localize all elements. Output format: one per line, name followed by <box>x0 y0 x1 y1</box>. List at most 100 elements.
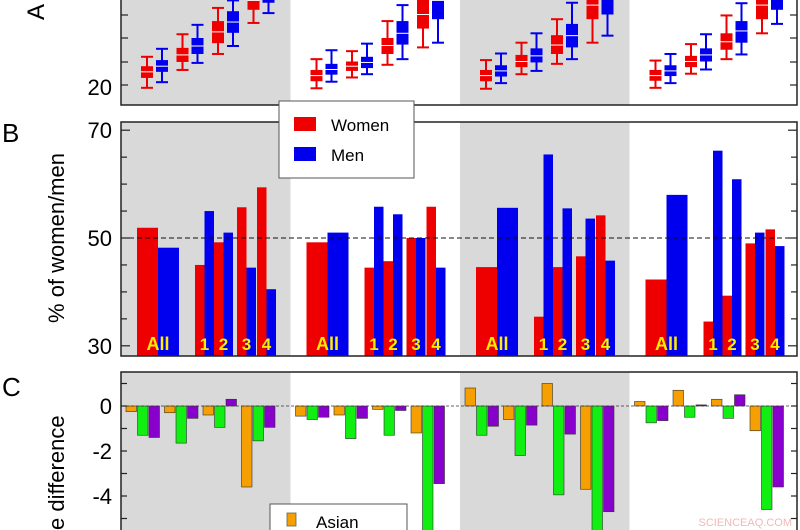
bar-men <box>562 208 572 356</box>
bar-asian <box>634 401 646 407</box>
bar-purple <box>264 405 276 428</box>
bar-asian <box>410 405 422 434</box>
category-label: 1 <box>539 335 548 354</box>
bar-asian <box>333 405 345 416</box>
legend-asian-swatch <box>286 512 297 527</box>
category-label: 2 <box>558 335 567 354</box>
category-label: 1 <box>708 335 717 354</box>
bar-asian <box>711 398 723 407</box>
legend-asian-label: Asian <box>316 513 359 530</box>
legend-c: Asian <box>269 503 408 530</box>
bar-purple <box>487 405 499 427</box>
bar-women <box>237 207 247 356</box>
category-label: 1 <box>369 335 378 354</box>
bar-women <box>765 229 775 356</box>
bar-men <box>436 267 446 356</box>
bar-women <box>195 264 205 356</box>
bar-green <box>761 405 773 510</box>
bar-green <box>214 405 226 428</box>
bar-men <box>543 154 553 356</box>
category-label: 2 <box>727 335 736 354</box>
bar-green <box>591 405 603 530</box>
bar-women <box>364 267 374 356</box>
bar-asian <box>580 405 592 490</box>
bar-men <box>393 214 403 356</box>
bar-purple <box>318 405 330 418</box>
category-label: All <box>655 334 678 354</box>
box-men <box>262 0 275 3</box>
category-label: 4 <box>431 335 441 354</box>
bar-green <box>345 405 357 439</box>
bar-purple <box>225 398 237 407</box>
bar-women <box>306 242 328 356</box>
panel-c-letter: C <box>2 372 21 402</box>
bar-men <box>223 232 233 356</box>
bar-men <box>204 211 214 356</box>
bar-purple <box>603 405 615 513</box>
category-label: 4 <box>601 335 611 354</box>
category-label: 2 <box>388 335 397 354</box>
bar-asian <box>503 405 515 420</box>
legend-women-label: Women <box>331 116 389 135</box>
bar-purple <box>564 405 576 435</box>
bar-women <box>703 321 713 356</box>
bar-purple <box>734 394 746 407</box>
bar-men <box>585 218 595 356</box>
category-label: 1 <box>200 335 209 354</box>
bar-green <box>137 405 149 436</box>
panel-b-letter: B <box>2 118 19 148</box>
bar-men <box>266 289 276 356</box>
legend-men-swatch <box>294 147 316 161</box>
bar-purple <box>772 405 784 488</box>
bar-asian <box>202 405 214 416</box>
y-tick-label: 0 <box>100 394 112 419</box>
category-label: 3 <box>581 335 590 354</box>
shaded-group-bg <box>460 0 630 105</box>
category-label: 4 <box>262 335 272 354</box>
bar-women <box>576 256 586 356</box>
category-label: 3 <box>750 335 759 354</box>
bar-women <box>476 267 497 356</box>
box-men <box>601 0 614 15</box>
y-tick-label: -2 <box>92 439 112 464</box>
box-men <box>771 0 783 10</box>
bar-purple <box>657 405 669 421</box>
box-women <box>756 0 768 20</box>
legend-men-label: Men <box>331 146 364 165</box>
category-label: 3 <box>242 335 251 354</box>
bar-men <box>666 194 688 356</box>
box-men <box>735 21 748 43</box>
box-men <box>432 0 444 20</box>
bar-asian <box>241 405 253 488</box>
category-label: All <box>485 334 508 354</box>
bar-asian <box>464 387 476 407</box>
bar-asian <box>164 405 176 414</box>
bar-purple <box>356 405 368 419</box>
box-women <box>247 0 260 10</box>
watermark: SCIENCEAQ.COM <box>698 517 792 529</box>
category-label: 2 <box>219 335 228 354</box>
bar-green <box>722 405 734 419</box>
bar-purple <box>433 405 445 484</box>
bar-purple <box>187 405 199 419</box>
bar-women <box>596 215 606 356</box>
legend-b: Women Men <box>278 100 415 179</box>
panel-c-ylabel: e difference <box>44 415 69 530</box>
panel-frame <box>120 0 798 106</box>
bar-women <box>406 238 416 356</box>
bar-asian <box>125 405 137 412</box>
bar-men <box>713 150 723 356</box>
bar-men <box>374 206 384 356</box>
y-tick-label: 20 <box>88 75 112 100</box>
bar-women <box>553 267 563 356</box>
bar-asian <box>372 405 384 410</box>
bar-men <box>775 246 785 356</box>
panel-a-ylabel: A <box>23 4 50 20</box>
y-tick-label: -4 <box>92 484 112 509</box>
bar-men <box>158 247 179 356</box>
bar-green <box>684 405 696 418</box>
bar-women <box>257 187 267 356</box>
category-label: 3 <box>411 335 420 354</box>
y-tick-label: 50 <box>88 226 112 251</box>
